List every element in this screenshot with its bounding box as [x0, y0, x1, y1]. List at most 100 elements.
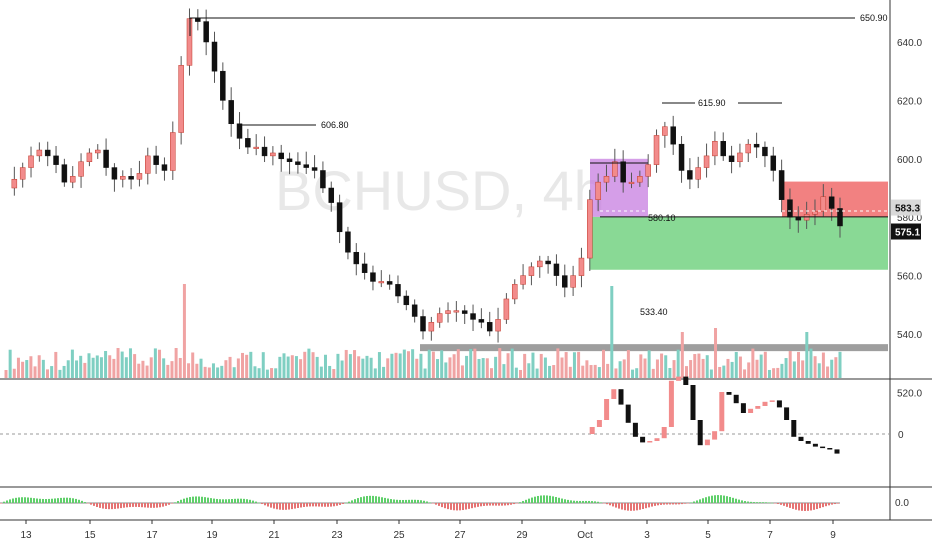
volume-bar	[477, 358, 481, 378]
bottom-bar	[684, 503, 686, 504]
volume-bar	[726, 358, 730, 378]
volume-bar	[390, 353, 394, 378]
bottom-bar	[768, 502, 770, 503]
candle-down	[220, 70, 226, 101]
candle-down	[486, 322, 493, 332]
volume-bar	[801, 360, 805, 378]
bottom-bar	[405, 499, 407, 503]
candle-down	[370, 272, 376, 282]
osc-candle-down	[632, 422, 638, 437]
y-tick-label: 640.0	[897, 38, 922, 49]
x-tick-label: 13	[20, 530, 32, 541]
candle-down	[687, 170, 693, 180]
osc-candle-down	[690, 385, 696, 420]
bottom-bar	[804, 503, 806, 511]
volume-bar	[87, 353, 91, 378]
volume-bar	[249, 351, 253, 378]
osc-candle-up	[755, 406, 761, 409]
volume-bar	[199, 358, 203, 378]
candle-down	[103, 149, 109, 168]
bottom-bar	[60, 497, 62, 503]
volume-bar	[535, 368, 539, 378]
volume-bar	[610, 286, 614, 378]
candle-down	[345, 231, 351, 253]
bottom-bar	[765, 502, 767, 503]
bottom-bar	[342, 503, 344, 504]
bottom-bar	[471, 503, 473, 509]
volume-bar	[398, 353, 402, 378]
bottom-bar	[693, 501, 695, 503]
bottom-bar	[24, 497, 26, 503]
bottom-bar	[102, 503, 104, 509]
bottom-bar	[66, 497, 68, 503]
bottom-bar	[726, 496, 728, 503]
bottom-bar	[273, 503, 275, 509]
volume-bar	[531, 352, 535, 378]
bottom-bar	[528, 498, 530, 503]
bottom-bar	[444, 503, 446, 509]
bottom-bar	[663, 503, 665, 505]
volume-bar	[16, 357, 20, 378]
volume-bar	[473, 348, 477, 378]
bottom-bar	[105, 503, 107, 509]
volume-bar	[821, 352, 825, 378]
candle-up	[136, 173, 143, 180]
bottom-bar	[522, 501, 524, 503]
bottom-bar	[90, 503, 92, 505]
bottom-bar	[519, 502, 521, 503]
volume-bar	[593, 364, 597, 378]
volume-bar	[191, 352, 195, 378]
bottom-bar	[33, 498, 35, 503]
volume-bar	[37, 355, 41, 378]
volume-bar	[626, 350, 630, 378]
bottom-bar	[366, 495, 368, 503]
price-tag-box	[891, 223, 921, 240]
bottom-bar	[111, 503, 113, 510]
volume-bar	[709, 369, 713, 378]
bottom-bar	[453, 503, 455, 511]
bottom-bar	[774, 503, 776, 504]
bottom-bar	[408, 499, 410, 503]
bottom-bar	[771, 502, 773, 504]
volume-bar	[751, 348, 755, 378]
bottom-bar	[438, 503, 440, 506]
bottom-bar	[480, 503, 482, 507]
candle-up	[511, 284, 518, 300]
candles-layer	[11, 8, 843, 343]
bottom-bar	[108, 503, 110, 510]
candle-up	[820, 196, 827, 212]
bottom-bar	[585, 500, 587, 503]
bottom-bar	[825, 503, 827, 507]
volume-bar	[826, 366, 830, 378]
bottom-bar	[411, 499, 413, 503]
bottom-bar	[423, 500, 425, 503]
bottom-bar	[372, 495, 374, 503]
candle-up	[612, 161, 618, 177]
bottom-bar	[213, 498, 215, 503]
candle-down	[470, 313, 476, 320]
bottom-bar	[531, 497, 533, 503]
bottom-bar	[204, 497, 206, 503]
bottom-bar	[696, 500, 698, 503]
candle-down	[461, 310, 468, 314]
volume-bar	[494, 356, 498, 378]
volume-bar	[282, 353, 286, 378]
volume-bar	[647, 350, 651, 378]
bottom-bar	[789, 503, 791, 508]
bottom-bar	[534, 496, 536, 503]
volume-bar	[178, 357, 182, 378]
osc-candle-down	[726, 392, 732, 395]
volume-bar	[278, 356, 282, 378]
candle-down	[562, 275, 568, 288]
bottom-bar	[687, 503, 689, 504]
bottom-bar	[594, 501, 596, 503]
x-tick-label: 15	[84, 530, 96, 541]
volume-histogram	[4, 284, 842, 378]
volume-bar	[166, 364, 170, 378]
bottom-bar	[801, 503, 803, 511]
candle-down	[720, 141, 726, 157]
bottom-bar	[393, 499, 395, 503]
volume-bar	[257, 368, 261, 378]
